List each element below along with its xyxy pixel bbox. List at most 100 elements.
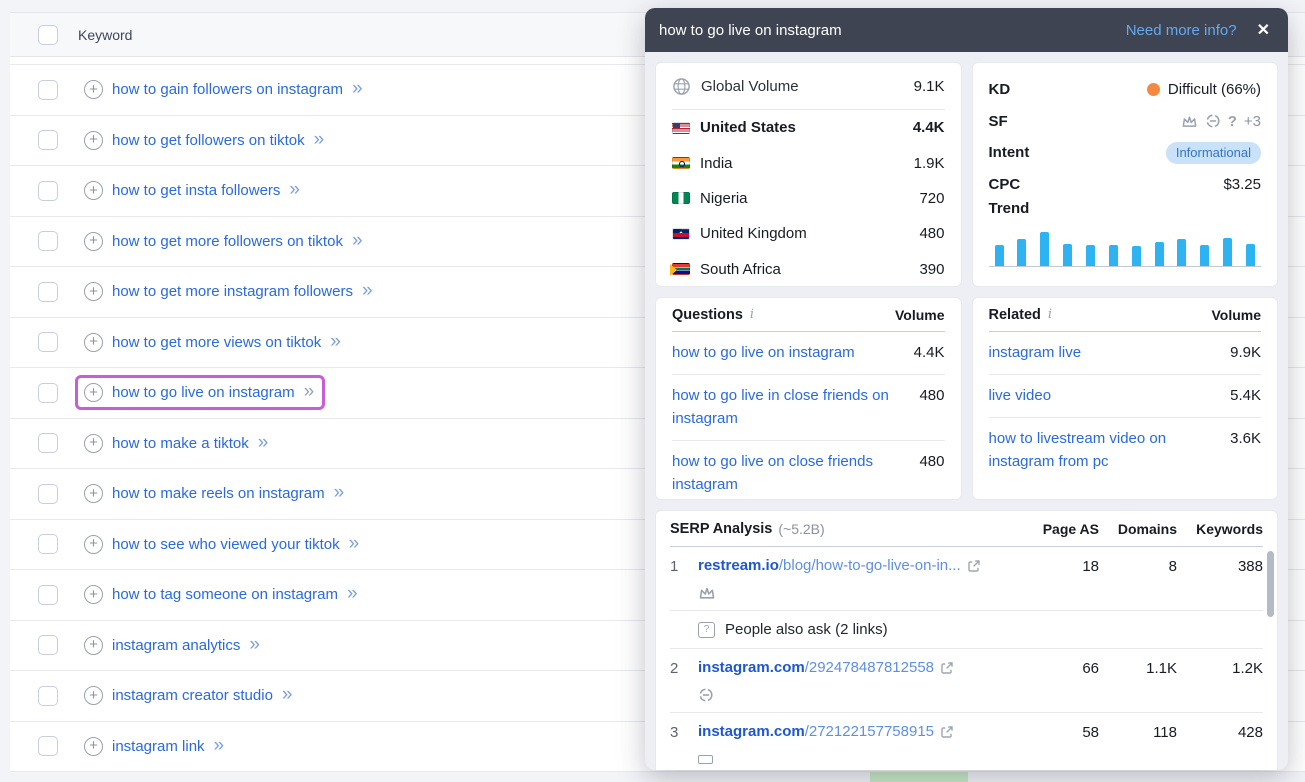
keyword-link[interactable]: instagram analytics bbox=[112, 636, 241, 654]
add-keyword-icon[interactable]: + bbox=[84, 282, 103, 302]
row-checkbox[interactable] bbox=[38, 736, 58, 757]
add-keyword-icon[interactable]: + bbox=[84, 433, 103, 453]
serp-url-link[interactable]: restream.io/blog/how-to-go-live-on-in... bbox=[698, 557, 961, 575]
related-link[interactable]: live video bbox=[988, 387, 1052, 404]
info-icon[interactable]: i bbox=[1047, 307, 1053, 322]
serp-result-row: 1 restream.io/blog/how-to-go-live-on-in.… bbox=[670, 547, 1263, 611]
keyword-link[interactable]: how to go live on instagram bbox=[112, 384, 295, 402]
serp-path[interactable]: /blog/how-to-go-live-on-in... bbox=[778, 557, 961, 574]
add-keyword-icon[interactable]: + bbox=[84, 635, 103, 655]
question-link[interactable]: how to go live on instagram bbox=[672, 344, 855, 361]
info-icon[interactable]: i bbox=[749, 307, 755, 322]
add-keyword-icon[interactable]: + bbox=[84, 484, 103, 504]
serp-url-link[interactable]: instagram.com/292478487812558 bbox=[698, 659, 934, 677]
select-all-checkbox[interactable] bbox=[38, 24, 58, 45]
open-keyword-arrows-icon[interactable]: » bbox=[281, 684, 293, 706]
external-link-icon[interactable] bbox=[967, 559, 981, 573]
question-volume: 480 bbox=[919, 453, 945, 470]
row-checkbox[interactable] bbox=[38, 584, 58, 605]
row-checkbox[interactable] bbox=[38, 79, 58, 100]
add-keyword-icon[interactable]: + bbox=[84, 80, 103, 100]
keyword-link[interactable]: instagram creator studio bbox=[112, 687, 273, 705]
add-keyword-icon[interactable]: + bbox=[84, 736, 103, 756]
row-checkbox[interactable] bbox=[38, 685, 58, 706]
keyword-link[interactable]: how to gain followers on instagram bbox=[112, 81, 343, 99]
row-checkbox[interactable] bbox=[38, 130, 58, 151]
open-keyword-arrows-icon[interactable]: » bbox=[361, 280, 373, 302]
add-keyword-icon[interactable]: + bbox=[84, 332, 103, 352]
open-keyword-arrows-icon[interactable]: » bbox=[330, 330, 341, 352]
intent-badge: Informational bbox=[1165, 141, 1261, 164]
open-keyword-arrows-icon[interactable]: » bbox=[213, 734, 225, 756]
external-link-icon[interactable] bbox=[940, 725, 954, 739]
open-keyword-arrows-icon[interactable]: » bbox=[348, 532, 360, 554]
keyword-link[interactable]: how to get more followers on tiktok bbox=[112, 232, 343, 250]
row-checkbox[interactable] bbox=[38, 281, 58, 302]
country-volume: 1.9K bbox=[913, 154, 945, 172]
serp-path[interactable]: /292478487812558 bbox=[804, 659, 935, 676]
serp-path[interactable]: /272122157758915 bbox=[804, 723, 935, 740]
add-keyword-icon[interactable]: + bbox=[84, 686, 103, 706]
related-link[interactable]: instagram live bbox=[988, 344, 1082, 361]
trend-bar bbox=[1223, 238, 1233, 266]
add-keyword-icon[interactable]: + bbox=[84, 231, 103, 251]
row-checkbox[interactable] bbox=[38, 483, 58, 504]
open-keyword-arrows-icon[interactable]: » bbox=[351, 78, 363, 100]
open-keyword-arrows-icon[interactable]: » bbox=[313, 128, 325, 150]
row-checkbox[interactable] bbox=[38, 534, 58, 555]
open-keyword-arrows-icon[interactable]: » bbox=[257, 431, 269, 453]
keyword-link[interactable]: instagram link bbox=[112, 737, 205, 755]
open-keyword-arrows-icon[interactable]: » bbox=[249, 633, 260, 655]
keyword-overview-popup: how to go live on instagram Need more in… bbox=[645, 8, 1288, 770]
country-row: United States 4.4K bbox=[672, 110, 945, 145]
external-link-icon[interactable] bbox=[940, 661, 954, 675]
serp-url-link[interactable]: instagram.com/272122157758915 bbox=[698, 723, 934, 741]
need-more-info-link[interactable]: Need more info? bbox=[1125, 21, 1237, 39]
intent-row: Intent Informational bbox=[989, 137, 1261, 169]
country-row: Nigeria 720 bbox=[672, 181, 945, 216]
serp-domain[interactable]: instagram.com bbox=[698, 723, 805, 740]
serp-domain[interactable]: instagram.com bbox=[698, 659, 805, 676]
related-row: live video 5.4K bbox=[988, 375, 1261, 418]
question-link[interactable]: how to go live on close friends instagra… bbox=[672, 453, 873, 493]
open-keyword-arrows-icon[interactable]: » bbox=[333, 482, 345, 504]
open-keyword-arrows-icon[interactable]: » bbox=[351, 229, 363, 251]
add-keyword-icon[interactable]: + bbox=[84, 585, 103, 605]
keyword-link[interactable]: how to tag someone on instagram bbox=[112, 586, 338, 604]
people-also-ask-row[interactable]: ? People also ask (2 links) bbox=[670, 611, 1263, 649]
row-checkbox[interactable] bbox=[38, 180, 58, 201]
keyword-link[interactable]: how to get followers on tiktok bbox=[112, 131, 305, 149]
keyword-link[interactable]: how to get insta followers bbox=[112, 182, 281, 200]
serp-domain[interactable]: restream.io bbox=[698, 557, 779, 574]
row-checkbox[interactable] bbox=[38, 635, 58, 656]
question-row: how to go live on close friends instagra… bbox=[672, 441, 945, 499]
related-link[interactable]: how to livestream video on instagram fro… bbox=[988, 430, 1167, 470]
question-link[interactable]: how to go live in close friends on insta… bbox=[672, 387, 889, 427]
trend-label: Trend bbox=[988, 200, 1030, 217]
add-keyword-icon[interactable]: + bbox=[84, 181, 103, 201]
serp-header: SERP Analysis (~5.2B) Page AS Domains Ke… bbox=[670, 511, 1263, 547]
serp-scrollbar-thumb[interactable] bbox=[1267, 551, 1274, 617]
people-also-ask-label: People also ask (2 links) bbox=[725, 621, 888, 638]
trend-bar bbox=[1040, 232, 1050, 266]
add-keyword-icon[interactable]: + bbox=[84, 534, 103, 554]
row-checkbox[interactable] bbox=[38, 231, 58, 252]
open-keyword-arrows-icon[interactable]: » bbox=[346, 583, 358, 605]
row-checkbox[interactable] bbox=[38, 332, 58, 353]
keyword-link[interactable]: how to make reels on instagram bbox=[112, 485, 325, 503]
close-icon[interactable]: ✕ bbox=[1256, 22, 1270, 39]
sf-more-count[interactable]: +3 bbox=[1243, 112, 1261, 130]
open-keyword-arrows-icon[interactable]: » bbox=[289, 179, 300, 201]
row-checkbox[interactable] bbox=[38, 433, 58, 454]
keyword-link[interactable]: how to make a tiktok bbox=[112, 434, 249, 452]
serp-keywords: 428 bbox=[1237, 724, 1263, 741]
add-keyword-icon[interactable]: + bbox=[84, 130, 103, 150]
globe-icon bbox=[673, 77, 690, 95]
country-volume: 720 bbox=[919, 189, 945, 207]
open-keyword-arrows-icon[interactable]: » bbox=[303, 381, 315, 403]
row-checkbox[interactable] bbox=[38, 382, 58, 403]
add-keyword-icon[interactable]: + bbox=[84, 383, 103, 403]
keyword-link[interactable]: how to get more instagram followers bbox=[112, 283, 353, 301]
keyword-link[interactable]: how to see who viewed your tiktok bbox=[112, 535, 340, 553]
keyword-link[interactable]: how to get more views on tiktok bbox=[112, 333, 322, 351]
